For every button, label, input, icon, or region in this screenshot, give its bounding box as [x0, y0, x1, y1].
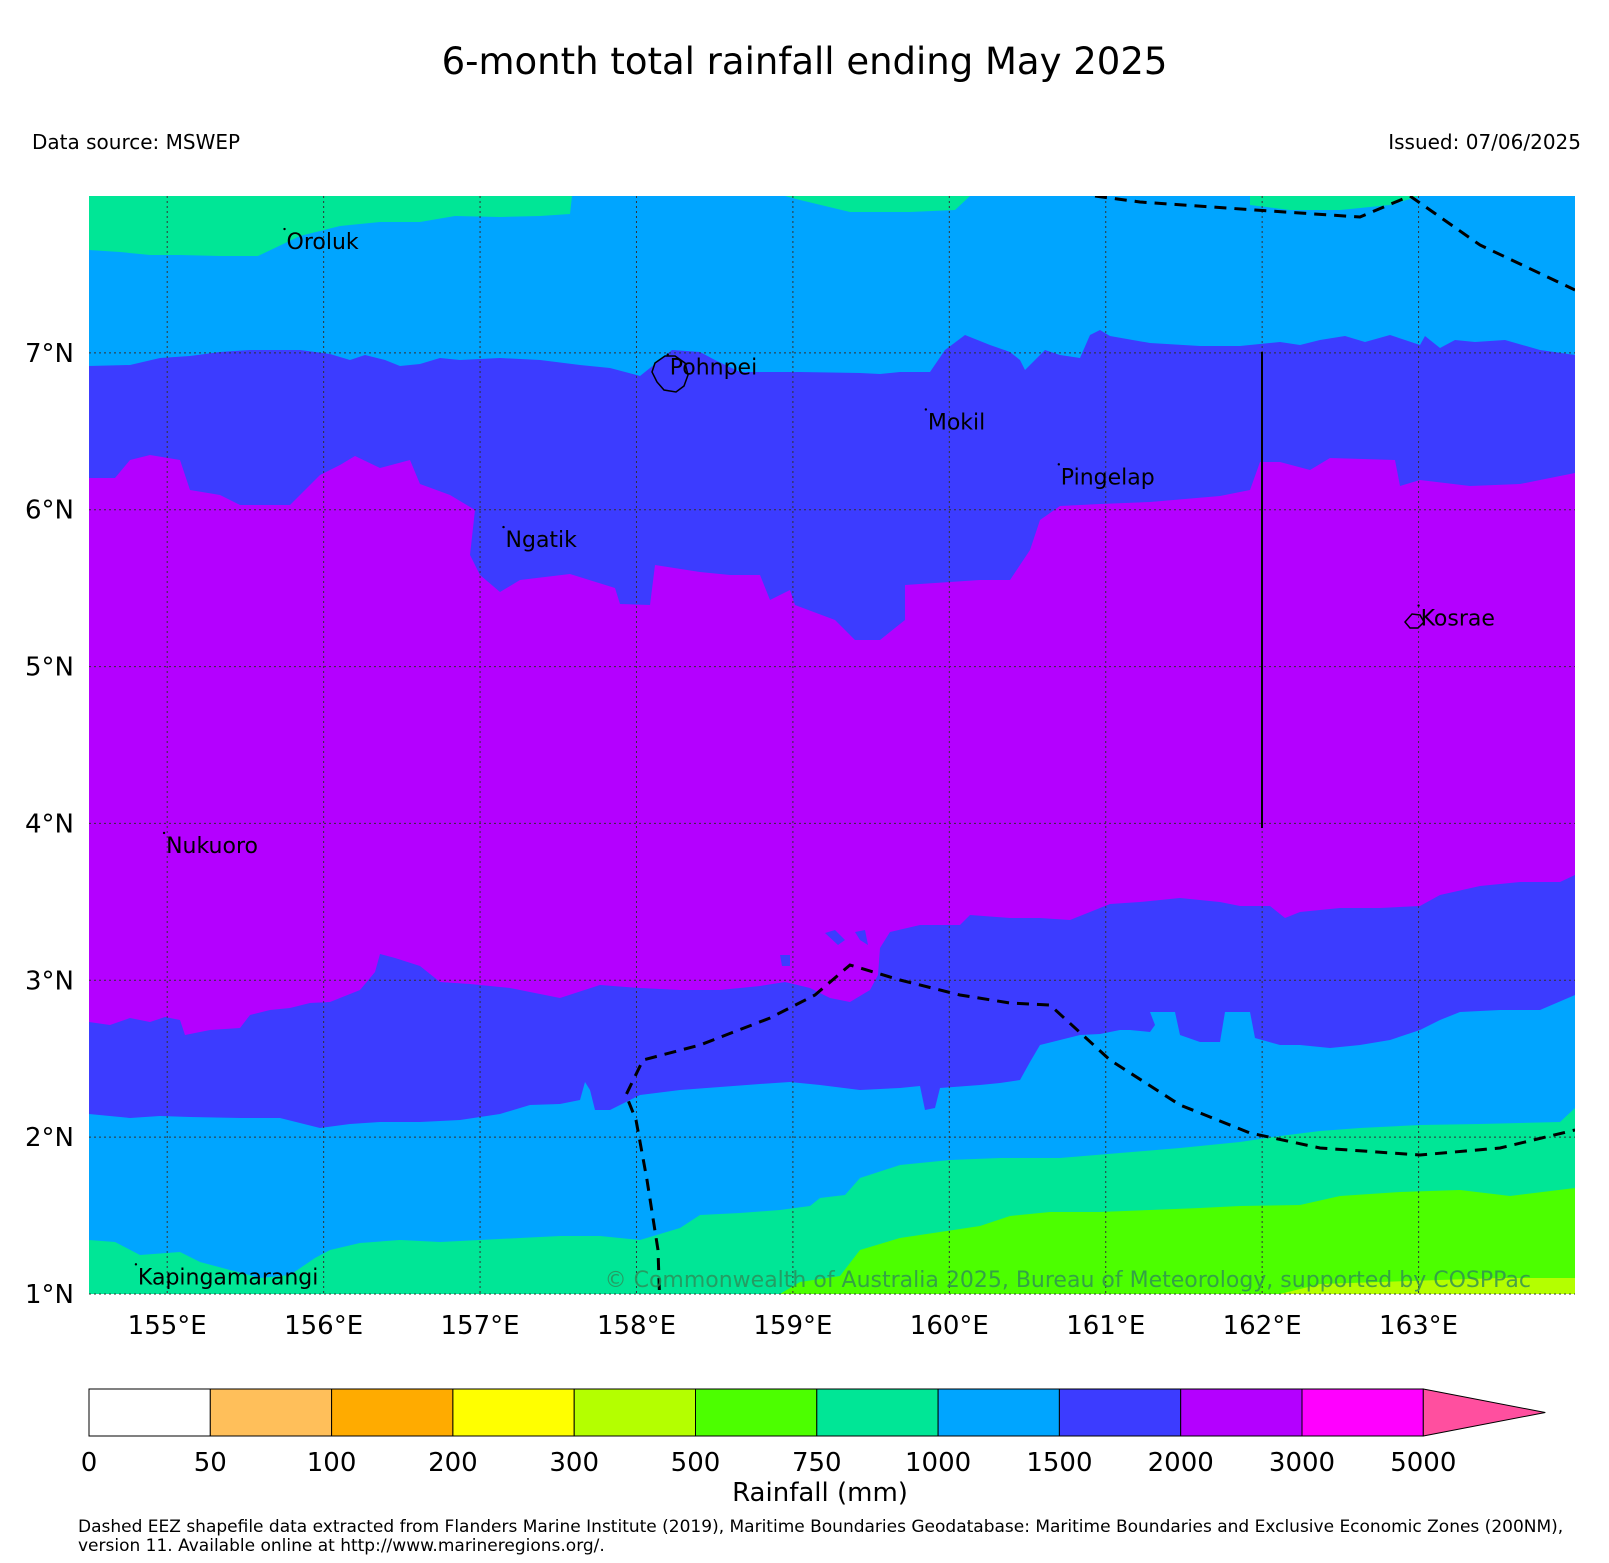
place-marker [666, 353, 669, 356]
colorbar-box [573, 1388, 697, 1437]
rainfall-map: Oroluk Pohnpei Mokil Pingelap Ngatik Kosrae Nu… [25, 196, 1575, 1340]
colorbar-tick-label: 2000 [1148, 1448, 1214, 1478]
colorbar-box [695, 1388, 818, 1437]
lon-tick-label: 162°E [1223, 1311, 1302, 1340]
colorbar-boxes [88, 1388, 1546, 1437]
eez-boundary-south [624, 963, 1575, 1294]
lon-tick-label: 157°E [441, 1311, 520, 1340]
colorbar-box [452, 1388, 575, 1437]
place-label-kosrae: Kosrae [1421, 607, 1495, 632]
data-source-label: Data source: MSWEP [32, 130, 241, 154]
lat-tick-label: 3°N [25, 966, 74, 996]
place-marker [283, 227, 286, 231]
colorbar-box [816, 1388, 939, 1437]
place-marker [924, 408, 928, 411]
copyright-notice: © Commonwealth of Australia 2025, Bureau… [605, 1268, 1531, 1293]
eez-boundaries [624, 196, 1575, 1294]
place-marker [502, 525, 505, 529]
place-label-ngatik: Ngatik [506, 528, 578, 553]
place-label-pohnpei: Pohnpei [670, 356, 757, 381]
place-marker [162, 831, 166, 835]
lon-tick-label: 161°E [1066, 1311, 1145, 1340]
colorbar-tick-label: 3000 [1269, 1448, 1335, 1478]
lat-tick-label: 1°N [25, 1280, 74, 1310]
lon-tick-label: 158°E [597, 1311, 676, 1340]
place-labels: Oroluk Pohnpei Mokil Pingelap Ngatik Kosrae Nu… [134, 227, 1495, 1290]
eez-boundary-north [1094, 196, 1575, 292]
contour-1000-1500-north [89, 196, 1575, 376]
contour-750-1000-northeast [785, 196, 1420, 212]
place-marker [1417, 604, 1420, 607]
place-label-mokil: Mokil [928, 410, 985, 435]
lon-tick-label: 160°E [910, 1311, 989, 1340]
colorbar-tick-label: 1000 [905, 1448, 971, 1478]
lat-tick-label: 5°N [25, 653, 74, 683]
lat-tick-label: 7°N [25, 339, 74, 369]
lon-tick-label: 156°E [284, 1311, 363, 1340]
colorbar-tick-label: 300 [549, 1448, 599, 1478]
chart-title: 6-month total rainfall ending May 2025 [441, 40, 1168, 83]
map-gridlines [89, 196, 1575, 1295]
colorbar-box [1180, 1388, 1303, 1437]
place-label-pingelap: Pingelap [1061, 465, 1155, 490]
pohnpei-island-outline [651, 355, 689, 393]
contour-300-500-south [1280, 1278, 1575, 1294]
place-marker [1057, 463, 1061, 466]
kosrae-island-outline [1404, 613, 1425, 629]
colorbar-tick-label: 500 [671, 1448, 721, 1478]
colorbar-tick-label: 100 [307, 1448, 357, 1478]
colorbar-extend-arrow [1422, 1388, 1546, 1437]
colorbar-tick-label: 0 [81, 1448, 98, 1478]
lat-tick-label: 2°N [25, 1123, 74, 1153]
longitude-labels: 155°E 156°E 157°E 158°E 159°E 160°E 161°E 162°E… [128, 1311, 1458, 1340]
contour-patch-2000 [780, 930, 868, 966]
colorbar-box [1058, 1388, 1182, 1437]
lon-tick-label: 155°E [128, 1311, 207, 1340]
eez-footnote: Dashed EEZ shapefile data extracted from… [78, 1517, 1564, 1556]
lat-tick-label: 6°N [25, 496, 74, 526]
place-label-nukuoro: Nukuoro [166, 834, 258, 859]
latitude-labels: 1°N 2°N 3°N 4°N 5°N 6°N 7°N [25, 339, 74, 1310]
colorbar-tick-label: 50 [194, 1448, 227, 1478]
colorbar-box [88, 1388, 211, 1437]
place-marker [134, 1263, 138, 1266]
issued-date-label: Issued: 07/06/2025 [1388, 130, 1581, 154]
colorbar-box [209, 1388, 333, 1437]
colorbar-tick-label: 5000 [1390, 1448, 1456, 1478]
colorbar-tick-label: 1500 [1026, 1448, 1092, 1478]
colorbar-title: Rainfall (mm) [732, 1478, 908, 1508]
colorbar-tick-labels: 0 50 100 200 300 500 750 1000 1500 2000 3000 5000 [81, 1448, 1457, 1478]
colorbar-tick-label: 200 [428, 1448, 478, 1478]
lat-tick-label: 4°N [25, 809, 74, 839]
rainfall-contours [89, 196, 1575, 1294]
contour-750-1000-north [89, 196, 572, 256]
place-label-kapingamarangi: Kapingamarangi [138, 1265, 318, 1290]
colorbar-box [1301, 1388, 1424, 1437]
colorbar-box [331, 1388, 454, 1437]
place-label-oroluk: Oroluk [287, 230, 359, 255]
colorbar: 0 50 100 200 300 500 750 1000 1500 2000 3000 5000 [81, 1388, 1546, 1478]
lon-tick-label: 159°E [753, 1311, 832, 1340]
colorbar-tick-label: 750 [792, 1448, 842, 1478]
lon-tick-label: 163°E [1379, 1311, 1458, 1340]
contour-500-750-south [780, 1188, 1575, 1294]
colorbar-box [937, 1388, 1060, 1437]
